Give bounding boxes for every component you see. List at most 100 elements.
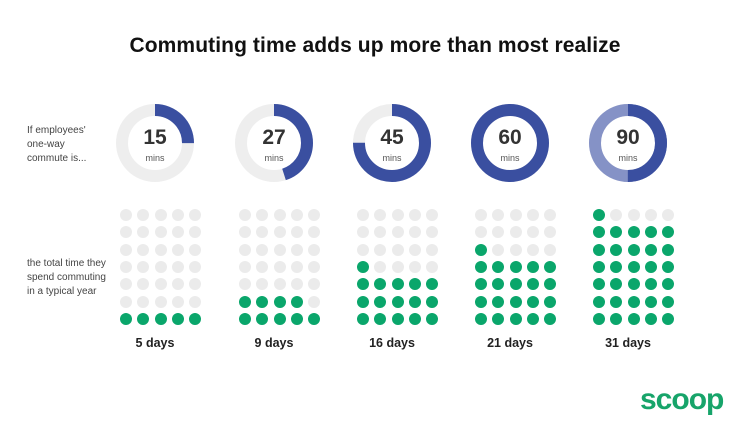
day-dot-filled	[357, 312, 369, 325]
day-dot-filled	[357, 278, 369, 291]
day-dot-empty	[239, 260, 251, 273]
day-dot-filled	[627, 295, 640, 308]
day-dot-filled	[662, 226, 675, 239]
day-dot-filled	[475, 278, 487, 291]
ring-arc	[235, 104, 313, 182]
day-dot-empty	[391, 209, 404, 221]
day-dot-empty	[189, 243, 202, 256]
day-dot-empty	[391, 226, 404, 239]
day-dot-filled	[662, 312, 675, 325]
day-dot-empty	[239, 243, 251, 256]
day-dot-filled	[644, 278, 657, 291]
day-dot-empty	[391, 260, 404, 273]
day-dot-filled	[509, 312, 522, 325]
day-dot-empty	[475, 209, 487, 221]
day-dot-filled	[189, 312, 202, 325]
day-dot-empty	[120, 260, 132, 273]
day-dot-empty	[273, 278, 286, 291]
day-dot-empty	[308, 260, 321, 273]
day-dot-empty	[290, 209, 303, 221]
day-dot-filled	[273, 295, 286, 308]
day-dot-empty	[154, 209, 167, 221]
day-dot-empty	[256, 209, 269, 221]
commute-minutes: 45	[380, 126, 404, 149]
scoop-logo: scoop	[640, 383, 725, 416]
day-dot-filled	[644, 295, 657, 308]
day-dot-filled	[593, 312, 605, 325]
day-dot-filled	[526, 278, 539, 291]
day-dot-filled	[357, 260, 369, 273]
commute-column-60: 60 mins 21 days	[460, 0, 560, 422]
commute-minutes: 60	[498, 126, 522, 149]
day-dot-filled	[492, 295, 505, 308]
commute-unit: mins	[382, 153, 402, 163]
day-dot-filled	[526, 295, 539, 308]
day-dot-empty	[137, 209, 150, 221]
day-dot-grid	[593, 209, 683, 329]
day-dot-filled	[610, 226, 623, 239]
day-dot-empty	[256, 278, 269, 291]
day-dot-empty	[308, 226, 321, 239]
day-dot-filled	[509, 295, 522, 308]
day-dot-empty	[408, 226, 421, 239]
day-dot-empty	[120, 295, 132, 308]
day-dot-filled	[308, 312, 321, 325]
day-dot-filled	[593, 295, 605, 308]
day-dot-filled	[662, 243, 675, 256]
day-dot-empty	[662, 209, 675, 221]
day-dot-empty	[189, 209, 202, 221]
commute-unit: mins	[500, 153, 520, 163]
day-dot-filled	[644, 243, 657, 256]
day-dot-filled	[610, 260, 623, 273]
day-dot-filled	[475, 295, 487, 308]
day-dot-empty	[154, 260, 167, 273]
day-dot-filled	[610, 278, 623, 291]
commute-minutes: 27	[262, 126, 286, 149]
day-dot-filled	[593, 260, 605, 273]
day-dot-empty	[426, 243, 439, 256]
ring-arc	[116, 104, 194, 182]
day-dot-filled	[408, 295, 421, 308]
day-dot-empty	[239, 209, 251, 221]
day-dot-filled	[593, 209, 605, 221]
day-dot-empty	[308, 209, 321, 221]
day-dot-empty	[357, 243, 369, 256]
day-dot-empty	[509, 243, 522, 256]
day-dot-filled	[426, 295, 439, 308]
day-dot-filled	[374, 295, 387, 308]
day-dot-empty	[137, 226, 150, 239]
day-dot-empty	[137, 278, 150, 291]
day-dot-empty	[308, 295, 321, 308]
day-dot-empty	[239, 226, 251, 239]
commute-unit: mins	[264, 153, 284, 163]
day-dot-empty	[290, 243, 303, 256]
yearly-days-label: 21 days	[487, 336, 533, 350]
day-dot-empty	[171, 295, 184, 308]
day-dot-empty	[256, 226, 269, 239]
day-dot-empty	[492, 226, 505, 239]
day-dot-empty	[273, 226, 286, 239]
day-dot-empty	[154, 243, 167, 256]
day-dot-filled	[391, 312, 404, 325]
day-dot-filled	[374, 312, 387, 325]
day-dot-filled	[256, 295, 269, 308]
day-dot-empty	[610, 209, 623, 221]
day-dot-grid	[239, 209, 329, 329]
day-dot-empty	[290, 260, 303, 273]
day-dot-filled	[544, 295, 557, 308]
day-dot-empty	[154, 278, 167, 291]
day-dot-empty	[374, 226, 387, 239]
day-dot-empty	[171, 209, 184, 221]
day-dot-empty	[120, 278, 132, 291]
day-dot-empty	[120, 226, 132, 239]
day-dot-filled	[509, 278, 522, 291]
day-dot-filled	[408, 312, 421, 325]
day-dot-empty	[374, 209, 387, 221]
day-dot-filled	[610, 243, 623, 256]
day-dot-empty	[408, 209, 421, 221]
day-dot-empty	[171, 226, 184, 239]
day-dot-empty	[290, 278, 303, 291]
day-dot-filled	[171, 312, 184, 325]
day-dot-filled	[239, 312, 251, 325]
day-dot-empty	[526, 243, 539, 256]
